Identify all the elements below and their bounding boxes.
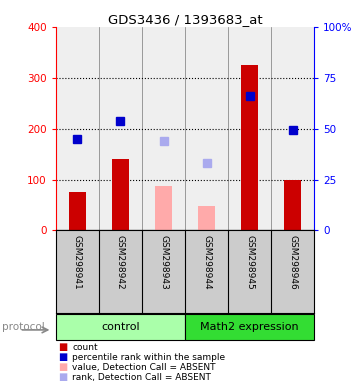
Bar bbox=[56, 314, 185, 340]
Text: Math2 expression: Math2 expression bbox=[200, 322, 299, 332]
Text: GSM298941: GSM298941 bbox=[73, 235, 82, 289]
Text: control: control bbox=[101, 322, 140, 332]
Text: GSM298943: GSM298943 bbox=[159, 235, 168, 289]
Bar bbox=[69, 192, 86, 230]
Text: GSM298945: GSM298945 bbox=[245, 235, 254, 289]
Text: GSM298942: GSM298942 bbox=[116, 235, 125, 289]
Bar bbox=[271, 27, 314, 230]
Text: ■: ■ bbox=[58, 352, 67, 362]
Bar bbox=[112, 159, 129, 230]
Text: ■: ■ bbox=[58, 342, 67, 352]
Bar bbox=[142, 27, 185, 230]
Bar bbox=[56, 27, 99, 230]
Bar bbox=[284, 180, 301, 230]
Bar bbox=[185, 314, 314, 340]
Bar bbox=[99, 27, 142, 230]
Text: ■: ■ bbox=[58, 372, 67, 382]
Bar bbox=[155, 185, 172, 230]
Bar bbox=[241, 65, 258, 230]
Text: count: count bbox=[72, 343, 98, 352]
Text: GSM298944: GSM298944 bbox=[202, 235, 211, 289]
Text: percentile rank within the sample: percentile rank within the sample bbox=[72, 353, 225, 362]
Text: protocol: protocol bbox=[2, 322, 44, 332]
Text: value, Detection Call = ABSENT: value, Detection Call = ABSENT bbox=[72, 362, 216, 372]
Bar bbox=[185, 27, 228, 230]
Text: GSM298946: GSM298946 bbox=[288, 235, 297, 289]
Bar bbox=[198, 207, 215, 230]
Title: GDS3436 / 1393683_at: GDS3436 / 1393683_at bbox=[108, 13, 262, 26]
Text: ■: ■ bbox=[58, 362, 67, 372]
Bar bbox=[228, 27, 271, 230]
Text: rank, Detection Call = ABSENT: rank, Detection Call = ABSENT bbox=[72, 372, 211, 382]
